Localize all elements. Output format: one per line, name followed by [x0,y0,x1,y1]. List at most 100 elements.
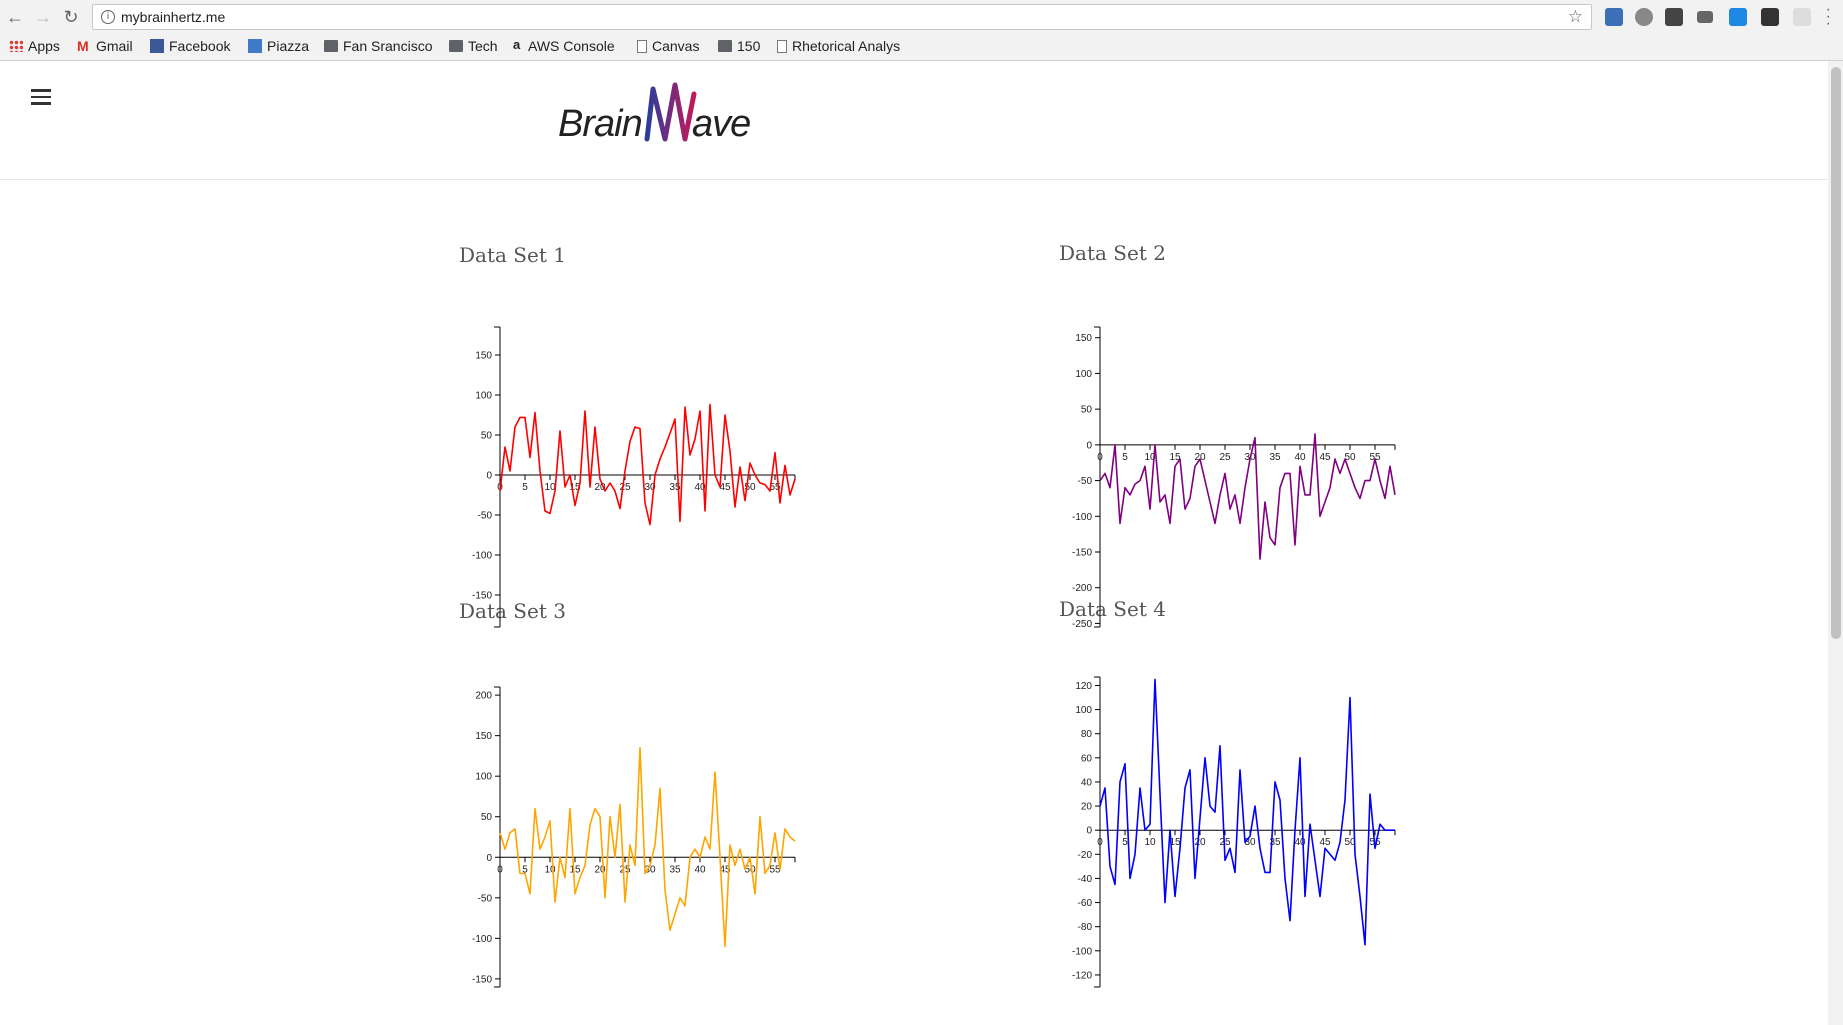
site-header: Brain ave [0,61,1843,180]
bookmark-150[interactable]: 150 [718,38,760,54]
x-tick-label: 5 [522,864,528,875]
x-tick-label: 5 [522,482,528,493]
extension-blank-icon[interactable] [1793,8,1811,26]
hamburger-menu-icon[interactable] [31,89,51,105]
y-tick-label: -120 [1072,970,1092,981]
bookmark-rhetorical-analysis[interactable]: Rhetorical Analys [777,38,912,54]
x-tick-label: 55 [769,864,781,875]
extension-window-icon[interactable] [1697,11,1713,23]
page-content: Brain ave Data Set 1 Data Set 2 Data Set… [0,61,1843,1025]
x-tick-label: 30 [644,864,656,875]
bookmark-aws-console[interactable]: a AWS Console [513,38,615,54]
y-tick-label: -200 [1072,583,1092,594]
y-tick-label: 100 [1075,705,1092,716]
y-tick-label: 150 [1075,333,1092,344]
bookmark-fan-srancisco[interactable]: Fan Srancisco [324,38,432,54]
y-tick-label: 20 [1081,802,1093,813]
bookmark-label: Tech [468,38,498,54]
y-tick-label: -50 [478,893,493,904]
extension-badge-icon[interactable] [1761,8,1779,26]
forward-arrow-icon[interactable]: → [34,7,52,27]
amazon-icon: a [513,37,521,52]
folder-icon [324,40,338,52]
bookmark-label: Apps [28,38,60,54]
y-tick-label: 100 [1075,369,1092,380]
page-icon [637,39,647,53]
address-bar[interactable]: i mybrainhertz.me ☆ [92,4,1592,30]
y-tick-label: 50 [481,431,493,442]
y-tick-label: -40 [1078,874,1093,885]
series-line [499,403,796,526]
x-tick-label: 35 [669,482,681,493]
page-icon [777,39,787,53]
bookmark-piazza[interactable]: Piazza [248,38,309,54]
extension-s-icon[interactable] [1729,8,1747,26]
x-tick-label: 5 [1122,452,1128,463]
x-tick-label: 35 [1269,452,1281,463]
piazza-icon [248,39,262,53]
bookmark-apps[interactable]: Apps [9,38,60,54]
x-tick-label: 50 [1344,837,1356,848]
site-info-icon[interactable]: i [101,10,115,24]
x-tick-label: 50 [744,482,756,493]
y-tick-label: 40 [1081,777,1093,788]
page-scrollbar[interactable] [1828,61,1843,1025]
y-tick-label: 0 [1086,826,1092,837]
y-tick-label: -150 [1072,548,1092,559]
x-tick-label: 30 [644,482,656,493]
chart-data-set-3: 200 150 100 50 0 -50 -100 -150 0 5 10 15 20 25 30 35 40 4… [472,686,796,988]
bookmark-label: Piazza [267,38,310,54]
brainwave-logo[interactable]: Brain ave [555,79,775,149]
bookmark-tech[interactable]: Tech [449,38,498,54]
x-tick-label: 20 [1194,452,1206,463]
extension-ghost-icon[interactable] [1665,8,1683,26]
x-tick-label: 10 [1144,452,1156,463]
y-tick-label: 50 [481,812,493,823]
browser-menu-icon[interactable]: · · · [1825,1,1831,32]
y-tick-label: 0 [486,471,492,482]
y-tick-label: -20 [1078,850,1093,861]
y-tick-label: -150 [472,591,492,602]
x-tick-label: 10 [1144,837,1156,848]
data-set-3-title: Data Set 3 [459,599,566,623]
reload-icon[interactable]: ↻ [63,7,79,27]
x-tick-label: 50 [1344,452,1356,463]
x-tick-label: 40 [694,864,706,875]
x-tick-label: 15 [1169,837,1181,848]
extension-search-icon[interactable] [1605,8,1623,26]
y-tick-label: 150 [475,731,492,742]
bookmark-canvas[interactable]: Canvas [637,38,699,54]
y-tick-label: 60 [1081,753,1093,764]
bookmark-label: Fan Srancisco [343,38,433,54]
y-tick-label: 100 [475,391,492,402]
url-text[interactable]: mybrainhertz.me [121,9,226,25]
x-tick-label: 0 [1097,452,1103,463]
y-tick-label: -100 [472,934,492,945]
y-tick-label: -60 [1078,898,1093,909]
scrollbar-thumb[interactable] [1831,67,1841,639]
y-tick-label: -80 [1078,922,1093,933]
x-tick-label: 25 [1219,452,1231,463]
x-tick-label: 50 [744,864,756,875]
x-tick-label: 55 [1369,452,1381,463]
x-tick-label: 40 [1294,837,1306,848]
bookmark-label: Canvas [652,38,700,54]
x-tick-label: 15 [1169,452,1181,463]
x-tick-label: 15 [569,864,581,875]
bookmark-star-icon[interactable]: ☆ [1567,7,1583,26]
bookmark-gmail[interactable]: M Gmail [77,38,133,54]
series-line [1099,678,1395,946]
x-tick-label: 0 [1097,837,1103,848]
extension-circle-icon[interactable] [1635,8,1653,26]
y-tick-label: -50 [1078,476,1093,487]
x-tick-label: 45 [719,864,731,875]
back-arrow-icon[interactable]: ← [6,7,24,27]
x-tick-label: 55 [769,482,781,493]
x-tick-label: 25 [619,482,631,493]
x-tick-label: 45 [1319,452,1331,463]
bookmarks-bar: Apps M Gmail Facebook Piazza Fan Srancis… [0,34,1843,61]
x-tick-label: 35 [1269,837,1281,848]
y-tick-label: 0 [1086,440,1092,451]
bookmark-facebook[interactable]: Facebook [150,38,230,54]
